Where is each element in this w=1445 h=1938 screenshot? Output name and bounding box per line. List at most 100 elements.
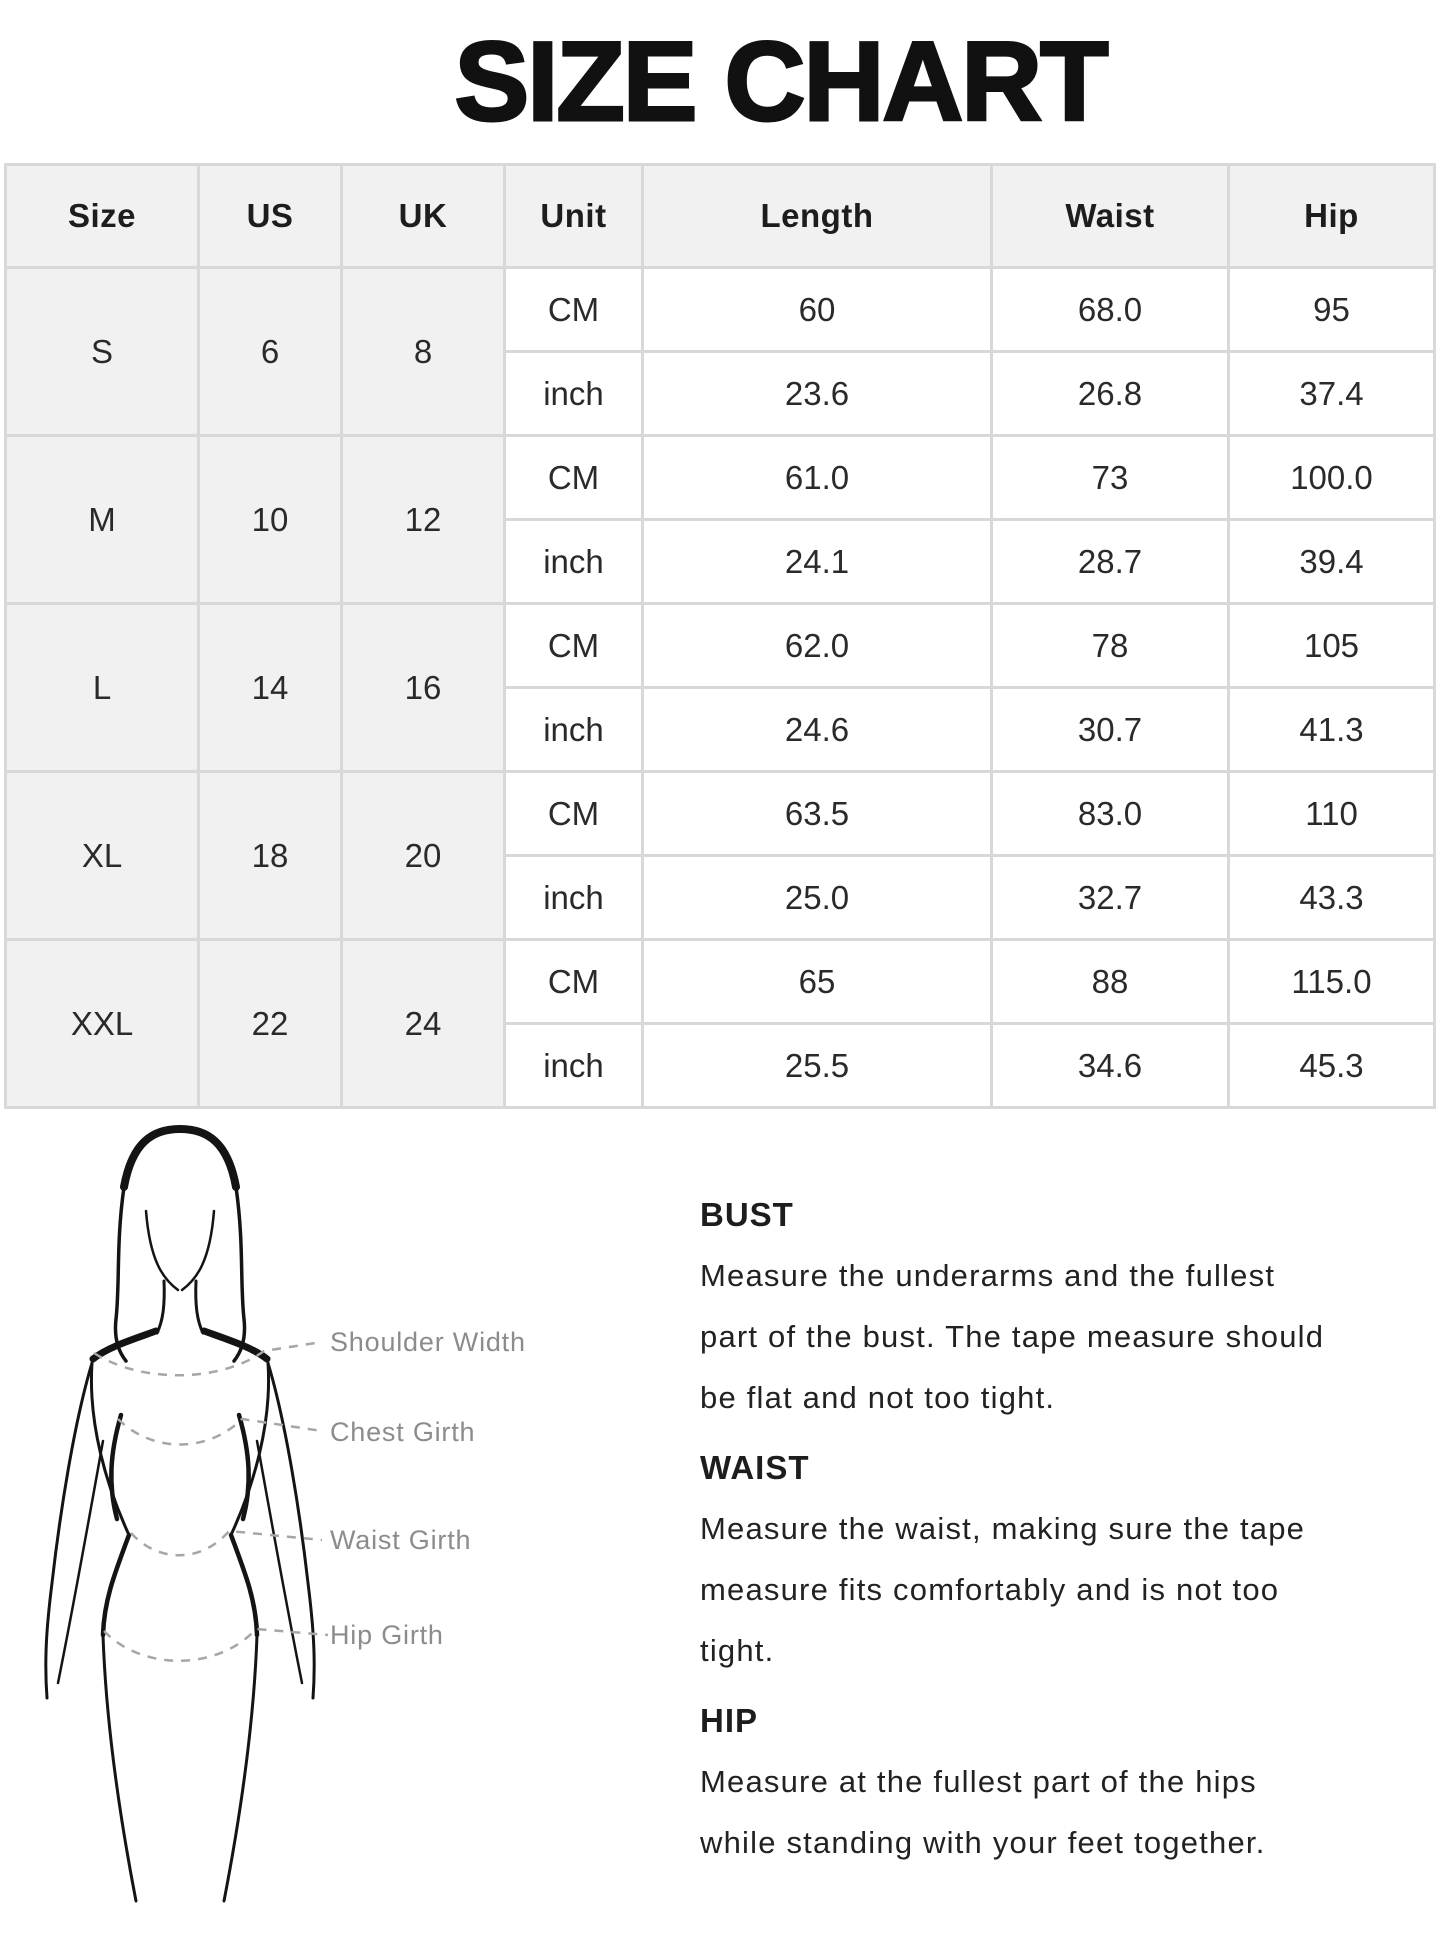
table-row: S 6 8 CM 60 68.0 95	[7, 269, 1433, 434]
torso-right-outline	[229, 1361, 271, 1537]
unit-cell: CM	[506, 269, 641, 350]
hip-value-cell: 100.0	[1230, 437, 1433, 518]
size-value-cell: S	[7, 269, 197, 434]
waist-value-cell: 78	[993, 605, 1227, 686]
title-bar: SIZE CHART	[0, 0, 1445, 163]
table-row: M 10 12 CM 61.0 73 100.0	[7, 437, 1433, 602]
hip-heading: HIP	[700, 1702, 759, 1739]
body-figure-svg: Shoulder Width Chest Girth Waist Girth H…	[44, 1124, 526, 1903]
unit-cell: inch	[506, 353, 641, 434]
table-row: inch 25.5 34.6 45.3	[7, 1025, 1433, 1106]
uk-value-cell: 16	[343, 605, 503, 770]
hair-right-outline	[232, 1185, 247, 1363]
length-value-cell: 25.5	[644, 1025, 990, 1106]
length-value-cell: 60	[644, 269, 990, 350]
hip-value-cell: 110	[1230, 773, 1433, 854]
chest-girth-dashed-line	[117, 1417, 323, 1446]
unit-cell: CM	[506, 437, 641, 518]
waist-instructions-text: Measure the waist, making sure the tape …	[700, 1511, 1306, 1668]
size-value-cell: L	[7, 605, 197, 770]
bust-right-stroke	[236, 1412, 251, 1522]
figure-label-shoulder-width: Shoulder Width	[330, 1327, 526, 1357]
hair-left-outline	[113, 1185, 128, 1363]
unit-cell: CM	[506, 941, 641, 1022]
length-value-cell: 61.0	[644, 437, 990, 518]
column-header-uk: UK	[343, 166, 503, 266]
hip-value-cell: 41.3	[1230, 689, 1433, 770]
us-value-cell: 18	[200, 773, 340, 938]
us-value-cell: 14	[200, 605, 340, 770]
column-header-hip: Hip	[1230, 166, 1433, 266]
us-value-cell: 6	[200, 269, 340, 434]
shoulder-left-stroke	[89, 1327, 160, 1363]
arm-right-outer-outline	[266, 1361, 316, 1700]
unit-cell: inch	[506, 1025, 641, 1106]
table-header-row: Size US UK Unit Length Waist Hip	[7, 166, 1433, 266]
size-value-cell: M	[7, 437, 197, 602]
unit-cell: CM	[506, 605, 641, 686]
page-title: SIZE CHART	[453, 18, 1110, 146]
table-row: inch 24.6 30.7 41.3	[7, 689, 1433, 770]
measurement-instructions: BUST Measure the underarms and the fulle…	[700, 1123, 1445, 1938]
waist-value-cell: 28.7	[993, 521, 1227, 602]
uk-value-cell: 24	[343, 941, 503, 1106]
waist-value-cell: 32.7	[993, 857, 1227, 938]
arm-right-inner-outline	[255, 1439, 304, 1685]
waist-value-cell: 68.0	[993, 269, 1227, 350]
length-value-cell: 23.6	[644, 353, 990, 434]
face-left-outline	[144, 1209, 180, 1292]
leg-left-outline	[101, 1633, 138, 1903]
body-figure-illustration: Shoulder Width Chest Girth Waist Girth H…	[0, 1123, 700, 1938]
waist-hip-left-outline	[100, 1532, 132, 1638]
table-row: L 14 16 CM 62.0 78 105	[7, 605, 1433, 770]
arm-left-inner-outline	[56, 1439, 105, 1685]
bust-heading: BUST	[700, 1196, 794, 1233]
hip-section: HIP Measure at the fullest part of the h…	[700, 1697, 1385, 1873]
size-value-cell: XXL	[7, 941, 197, 1106]
hip-value-cell: 105	[1230, 605, 1433, 686]
us-value-cell: 10	[200, 437, 340, 602]
table-row: XXL 22 24 CM 65 88 115.0	[7, 941, 1433, 1106]
uk-value-cell: 20	[343, 773, 503, 938]
bust-left-stroke	[109, 1412, 124, 1522]
shoulder-right-stroke	[200, 1327, 271, 1363]
table-row: XL 18 20 CM 63.5 83.0 110	[7, 773, 1433, 938]
waist-value-cell: 34.6	[993, 1025, 1227, 1106]
length-value-cell: 24.6	[644, 689, 990, 770]
length-value-cell: 25.0	[644, 857, 990, 938]
column-header-size: Size	[7, 166, 197, 266]
waist-section: WAIST Measure the waist, making sure the…	[700, 1444, 1385, 1681]
table-row: inch 23.6 26.8 37.4	[7, 353, 1433, 434]
column-header-length: Length	[644, 166, 990, 266]
column-header-waist: Waist	[993, 166, 1227, 266]
column-header-us: US	[200, 166, 340, 266]
table-row: inch 24.1 28.7 39.4	[7, 521, 1433, 602]
waist-value-cell: 73	[993, 437, 1227, 518]
hip-value-cell: 115.0	[1230, 941, 1433, 1022]
hip-value-cell: 45.3	[1230, 1025, 1433, 1106]
us-value-cell: 22	[200, 941, 340, 1106]
torso-left-outline	[89, 1361, 131, 1537]
figure-label-waist-girth: Waist Girth	[330, 1525, 471, 1555]
waist-value-cell: 83.0	[993, 773, 1227, 854]
uk-value-cell: 12	[343, 437, 503, 602]
unit-cell: inch	[506, 521, 641, 602]
face-right-outline	[180, 1209, 216, 1292]
size-chart-table: Size US UK Unit Length Waist Hip S 6 8 C…	[4, 163, 1436, 1109]
hair-top-outline	[120, 1124, 240, 1191]
leg-right-outline	[222, 1633, 259, 1903]
hip-value-cell: 43.3	[1230, 857, 1433, 938]
length-value-cell: 24.1	[644, 521, 990, 602]
length-value-cell: 65	[644, 941, 990, 1022]
waist-hip-right-outline	[228, 1532, 260, 1638]
waist-value-cell: 30.7	[993, 689, 1227, 770]
hip-girth-dashed-line	[103, 1627, 329, 1662]
hip-instructions-text: Measure at the fullest part of the hips …	[700, 1764, 1266, 1860]
length-value-cell: 63.5	[644, 773, 990, 854]
figure-label-chest-girth: Chest Girth	[330, 1417, 475, 1447]
column-header-unit: Unit	[506, 166, 641, 266]
arm-left-outer-outline	[44, 1361, 94, 1700]
bust-instructions-text: Measure the underarms and the fullest pa…	[700, 1258, 1325, 1415]
unit-cell: CM	[506, 773, 641, 854]
figure-label-hip-girth: Hip Girth	[330, 1620, 444, 1650]
